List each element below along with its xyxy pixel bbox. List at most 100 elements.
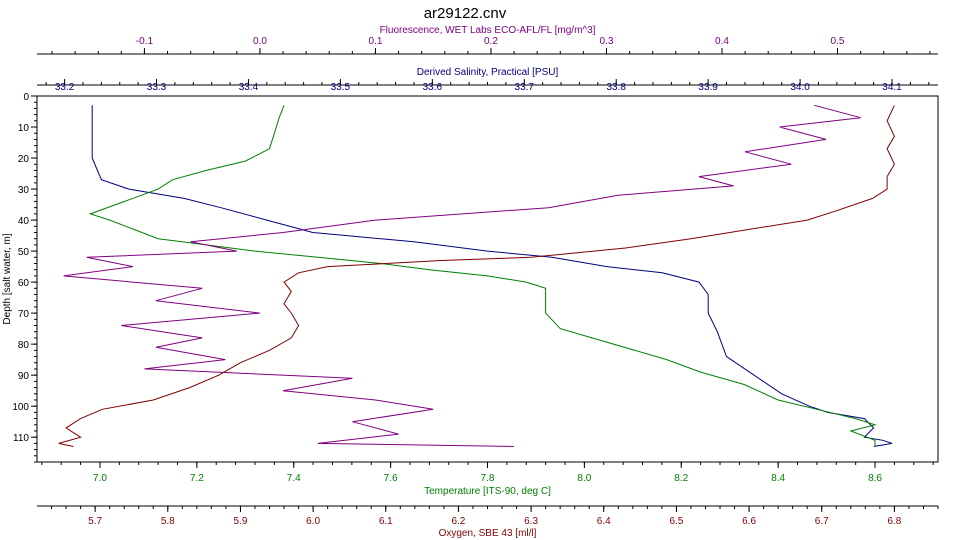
depth-tick-label: 50 [18,247,30,258]
salinity-tick: 33.4 [239,79,259,93]
depth-tick: 50 [18,247,37,258]
temperature-tick: 7.8 [481,462,495,484]
oxygen-tick-label: 6.0 [306,516,320,527]
axes-layer: -0.1 0.0 0.1 0.2 0.3 0.4 0.5 Fluorescence, WET … [2,25,939,539]
depth-tick: 0 [23,92,37,103]
salinity-tick-label: 33.9 [698,82,718,93]
fluorescence-tick-label: 0.0 [253,36,267,47]
oxygen-axis-label: Oxygen, SBE 43 [ml/l] [439,528,537,539]
chart-title: ar29122.cnv [424,5,507,22]
depth-tick-label: 110 [13,433,29,444]
oxygen-tick-label: 5.8 [161,516,175,527]
salinity-tick-label: 33.7 [515,82,535,93]
temperature-tick-label: 7.0 [93,473,107,484]
depth-tick: 20 [18,154,37,165]
salinity-tick-label: 33.6 [423,82,443,93]
temperature-series-line [88,105,877,447]
oxygen-tick: 6.8 [887,506,902,527]
fluorescence-tick-label: -0.1 [136,36,154,47]
fluorescence-tick-label: 0.4 [715,36,729,47]
fluorescence-tick: 0.2 [484,36,498,54]
fluorescence-tick-label: 0.1 [368,36,382,47]
fluorescence-tick: 0.5 [831,36,845,54]
fluorescence-tick-label: 0.3 [600,36,614,47]
salinity-tick: 34.1 [882,79,902,93]
fluorescence-tick: 0.4 [715,36,729,54]
oxygen-tick-label: 6.4 [597,516,611,527]
temperature-tick: 8.6 [868,462,882,484]
oxygen-tick: 6.2 [451,506,466,527]
salinity-tick-label: 33.5 [331,82,351,93]
oxygen-tick: 6.0 [306,506,320,527]
temperature-tick-label: 8.6 [868,473,882,484]
temperature-tick: 8.0 [577,462,592,484]
temperature-tick: 7.6 [384,462,398,484]
oxygen-tick: 6.5 [669,506,684,527]
depth-tick-label: 90 [18,371,30,382]
temperature-tick-label: 7.6 [384,473,398,484]
depth-tick-label: 80 [18,340,30,351]
fluorescence-tick-label: 0.5 [831,36,845,47]
depth-tick: 30 [18,185,37,196]
temperature-tick: 7.4 [287,462,301,484]
fluorescence-tick: 0.0 [253,36,267,54]
depth-tick-label: 70 [18,309,30,320]
oxygen-tick: 6.4 [597,506,611,527]
salinity-tick: 33.3 [147,79,167,93]
temperature-tick: 8.4 [771,462,786,484]
salinity-tick-label: 33.3 [147,82,167,93]
depth-tick: 80 [18,340,37,351]
temperature-tick-label: 7.8 [481,473,495,484]
salinity-tick-label: 34.1 [882,82,902,93]
salinity-axis-label: Derived Salinity, Practical [PSU] [417,67,559,78]
temperature-tick: 7.2 [190,462,204,484]
oxygen-tick: 6.1 [379,506,393,527]
oxygen-tick-label: 6.1 [379,516,393,527]
fluorescence-axis-label: Fluorescence, WET Labs ECO-AFL/FL [mg/m^… [380,25,596,36]
salinity-tick: 34.0 [790,79,810,93]
plot-frame [36,95,939,463]
depth-tick: 10 [18,123,37,134]
oxygen-tick-label: 6.6 [742,516,756,527]
temperature-tick-label: 8.4 [771,473,785,484]
depth-tick-label: 60 [18,278,30,289]
depth-tick: 100 [12,402,37,413]
oxygen-tick-label: 6.3 [524,516,538,527]
temperature-axis-label: Temperature [ITS-90, deg C] [424,486,551,497]
depth-tick: 90 [18,371,37,382]
depth-tick-label: 20 [18,154,30,165]
oxygen-tick-label: 6.7 [815,516,829,527]
salinity-tick-label: 33.4 [239,82,259,93]
oxygen-series-line [58,105,895,447]
salinity-tick: 33.8 [606,79,626,93]
temperature-tick-label: 7.4 [287,473,301,484]
salinity-series-line [91,105,893,447]
oxygen-tick-label: 5.7 [88,516,102,527]
series-layer [58,104,895,447]
depth-tick: 110 [13,433,37,444]
temperature-tick-label: 8.0 [577,473,591,484]
salinity-tick: 33.2 [55,79,75,93]
salinity-tick: 33.7 [515,79,535,93]
oxygen-tick: 6.7 [815,506,829,527]
temperature-tick-label: 8.2 [674,473,688,484]
oxygen-tick: 6.6 [742,506,756,527]
salinity-tick-label: 33.8 [606,82,626,93]
fluorescence-tick: -0.1 [136,36,154,54]
salinity-tick: 33.6 [423,79,443,93]
temperature-tick-label: 7.2 [190,473,204,484]
depth-tick: 60 [18,278,37,289]
fluorescence-tick: 0.1 [368,36,383,54]
oxygen-tick: 6.3 [524,506,538,527]
depth-tick-label: 0 [23,92,29,103]
oxygen-tick: 5.9 [233,506,248,527]
depth-axis-label: Depth [salt water, m] [2,233,13,324]
oxygen-tick-label: 6.2 [451,516,465,527]
depth-tick-label: 30 [18,185,30,196]
oxygen-tick-label: 6.5 [669,516,683,527]
depth-tick-label: 100 [12,402,29,413]
oxygen-tick-label: 5.9 [233,516,247,527]
depth-tick: 40 [18,216,37,227]
fluorescence-series-line [63,104,861,447]
